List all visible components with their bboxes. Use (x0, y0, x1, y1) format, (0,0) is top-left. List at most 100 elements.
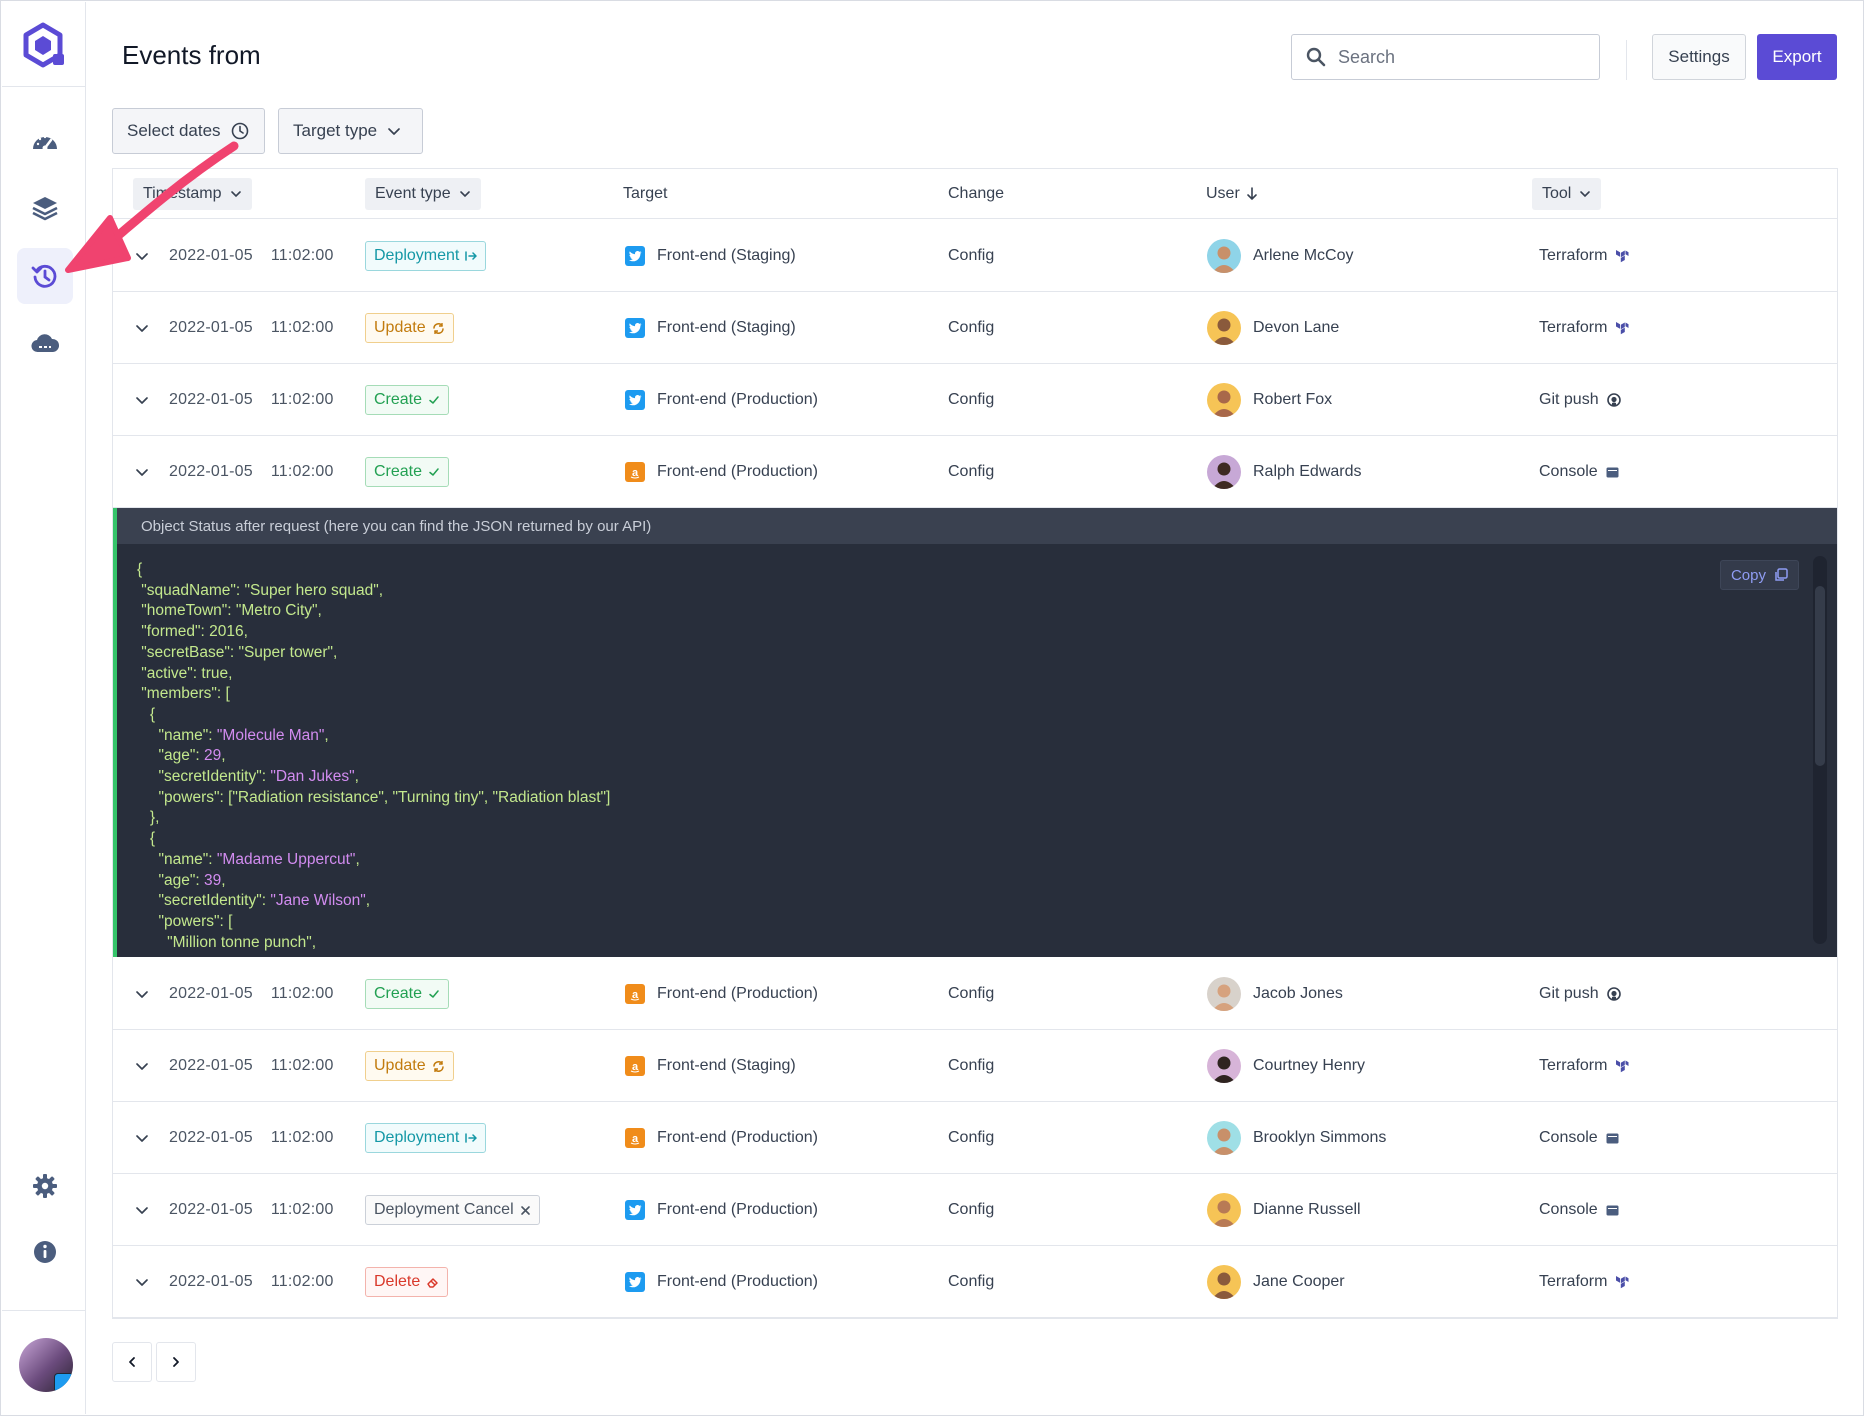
user-cell: Devon Lane (1207, 292, 1339, 364)
tool-label: Terraform (1539, 319, 1608, 336)
json-line: "secretIdentity": "Dan Jukes", (137, 768, 359, 785)
json-punct: , (221, 871, 226, 889)
eraser-icon (427, 1277, 438, 1288)
event-type-label: Create (374, 985, 423, 1002)
table-row[interactable]: 2022-01-05 11:02:00 Update Front-end (Stagi… (113, 292, 1837, 364)
nav-settings[interactable] (17, 1158, 73, 1214)
user-name: Dianne Russell (1253, 1201, 1361, 1218)
json-line: "age": 29, (137, 747, 226, 764)
expand-row-button[interactable] (135, 220, 149, 292)
json-line: "name": "Molecule Man", (137, 727, 329, 744)
amazon-icon: a (625, 1128, 645, 1148)
event-date: 2022-01-05 (169, 1057, 253, 1074)
nav-info[interactable] (17, 1224, 73, 1280)
json-value: "Dan Jukes" (270, 768, 355, 786)
json-value: "Jane Wilson" (270, 892, 366, 910)
table-row[interactable]: 2022-01-05 11:02:00 Deployment Front-end (S… (113, 220, 1837, 292)
avatar (1207, 1193, 1241, 1227)
col-event-type-label: Event type (375, 185, 451, 202)
select-dates-button[interactable]: Select dates (112, 108, 265, 154)
chevron-down-icon (136, 1063, 148, 1070)
table-row[interactable]: 2022-01-05 11:02:00 Delete Front-end (Produ… (113, 1246, 1837, 1318)
expand-row-button[interactable] (135, 958, 149, 1030)
event-date: 2022-01-05 (169, 985, 253, 1002)
twitter-icon (625, 1272, 645, 1292)
json-line: "homeTown": "Metro City", (137, 602, 322, 619)
table-row[interactable]: 2022-01-05 11:02:00 Deployment Cancel Front… (113, 1174, 1837, 1246)
layers-icon (32, 197, 58, 221)
avatar (1207, 1265, 1241, 1299)
nav-layers[interactable] (17, 180, 73, 236)
event-type-label: Deployment Cancel (374, 1201, 514, 1218)
tool-cell: Git push (1539, 958, 1621, 1030)
info-icon (34, 1241, 56, 1263)
event-type-badge: Update (365, 313, 454, 343)
table-row[interactable]: 2022-01-05 11:02:00 Update a Front-end (Stag… (113, 1030, 1837, 1102)
json-scrollbar[interactable] (1813, 556, 1827, 944)
tool-label: Terraform (1539, 247, 1608, 264)
copy-button[interactable]: Copy (1719, 560, 1799, 590)
col-tool[interactable]: Tool (1532, 178, 1602, 210)
chevron-down-icon (459, 191, 470, 198)
table-row[interactable]: 2022-01-05 11:02:00 Create a Front-end (Prod… (113, 958, 1837, 1030)
prev-page-button[interactable] (112, 1342, 152, 1382)
user-cell: Ralph Edwards (1207, 436, 1362, 508)
target-cell: a Front-end (Production) (625, 1102, 818, 1174)
json-line: "powers": ["Radiation resistance", "Turn… (137, 789, 611, 806)
gear-icon (33, 1174, 57, 1198)
expand-row-button[interactable] (135, 1174, 149, 1246)
expand-row-button[interactable] (135, 1246, 149, 1318)
json-key: "Million tonne punch", (137, 933, 317, 951)
table-row[interactable]: 2022-01-05 11:02:00 Deployment a Front-end (… (113, 1102, 1837, 1174)
col-user[interactable]: User (1206, 178, 1258, 210)
target-type-dropdown[interactable]: Target type (278, 108, 423, 154)
event-type-cell: Deployment Cancel (365, 1174, 540, 1246)
amazon-icon: a (625, 984, 645, 1004)
nav-history[interactable] (17, 248, 73, 304)
json-key: "name": (137, 850, 217, 868)
table-row[interactable]: 2022-01-05 11:02:00 Create a Front-end (Prod… (113, 436, 1837, 508)
event-type-label: Update (374, 319, 426, 336)
change-cell: Config (948, 985, 995, 1002)
event-type-cell: Deployment (365, 220, 487, 292)
arrow-down-icon (1246, 187, 1257, 201)
target-label: Front-end (Production) (657, 1129, 818, 1146)
nav-dashboard[interactable] (17, 114, 73, 170)
avatar (1207, 977, 1241, 1011)
export-button[interactable]: Export (1757, 34, 1837, 80)
change-cell: Config (948, 1273, 995, 1290)
nav-cloud[interactable] (17, 316, 73, 372)
search-box[interactable] (1291, 34, 1600, 80)
next-page-button[interactable] (156, 1342, 196, 1382)
chevron-down-icon (136, 1207, 148, 1214)
json-line: "secretIdentity": "Jane Wilson", (137, 892, 371, 910)
json-scrollbar-thumb[interactable] (1815, 586, 1825, 766)
table-row[interactable]: 2022-01-05 11:02:00 Create Front-end (Produ… (113, 364, 1837, 436)
json-key: "homeTown": "Metro City", (137, 602, 322, 620)
col-timestamp[interactable]: Timestamp (133, 178, 252, 210)
timestamp-cell: 2022-01-05 11:02:00 (169, 1030, 334, 1102)
user-name: Arlene McCoy (1253, 247, 1354, 264)
expand-row-button[interactable] (135, 364, 149, 436)
event-type-cell: Delete (365, 1246, 449, 1318)
user-name: Devon Lane (1253, 319, 1340, 336)
expand-row-button[interactable] (135, 1030, 149, 1102)
expand-row-button[interactable] (135, 436, 149, 508)
user-name: Jane Cooper (1253, 1273, 1345, 1290)
json-key: "name": (137, 726, 217, 744)
tool-label: Console (1539, 1201, 1598, 1218)
event-time: 11:02:00 (270, 391, 334, 408)
github-icon (1606, 987, 1621, 1001)
current-user-avatar[interactable] (19, 1338, 73, 1392)
search-input[interactable] (1338, 46, 1588, 68)
col-event-type[interactable]: Event type (365, 178, 481, 210)
expand-row-button[interactable] (135, 292, 149, 364)
settings-button[interactable]: Settings (1652, 34, 1746, 80)
change-cell: Config (948, 391, 995, 408)
json-line: "formed": 2016, (137, 623, 248, 640)
app-logo[interactable] (23, 22, 67, 68)
json-punct: , (355, 850, 360, 868)
user-name: Brooklyn Simmons (1253, 1129, 1387, 1146)
expand-row-button[interactable] (135, 1102, 149, 1174)
json-punct: , (365, 892, 371, 910)
